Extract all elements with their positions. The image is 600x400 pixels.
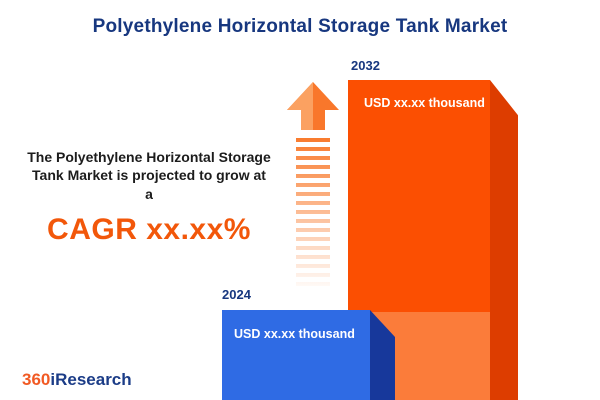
- growth-arrow-fade: [294, 138, 332, 288]
- bar-2032-side-face: [490, 80, 518, 400]
- growth-statement: The Polyethylene Horizontal Storage Tank…: [8, 148, 290, 247]
- bar-2024: [222, 310, 370, 400]
- bar-2032-value-label: USD xx.xx thousand: [364, 96, 485, 110]
- page-title: Polyethylene Horizontal Storage Tank Mar…: [92, 16, 508, 37]
- cagr-value: CAGR xx.xx%: [47, 213, 251, 247]
- growth-statement-line-2: Tank Market is projected to grow at: [32, 167, 266, 184]
- bar-2024-year-label: 2024: [222, 287, 251, 302]
- bar-2032-year-label: 2032: [351, 58, 380, 73]
- brand-logo: 360iResearch: [22, 370, 132, 390]
- brand-logo-360: 360: [22, 370, 51, 389]
- brand-logo-iresearch: iResearch: [50, 370, 132, 389]
- up-arrow-icon: [287, 82, 339, 130]
- growth-statement-line-3: a: [145, 185, 153, 202]
- growth-statement-line-1: The Polyethylene Horizontal Storage: [27, 149, 271, 165]
- bar-2024-value-label: USD xx.xx thousand: [234, 327, 355, 341]
